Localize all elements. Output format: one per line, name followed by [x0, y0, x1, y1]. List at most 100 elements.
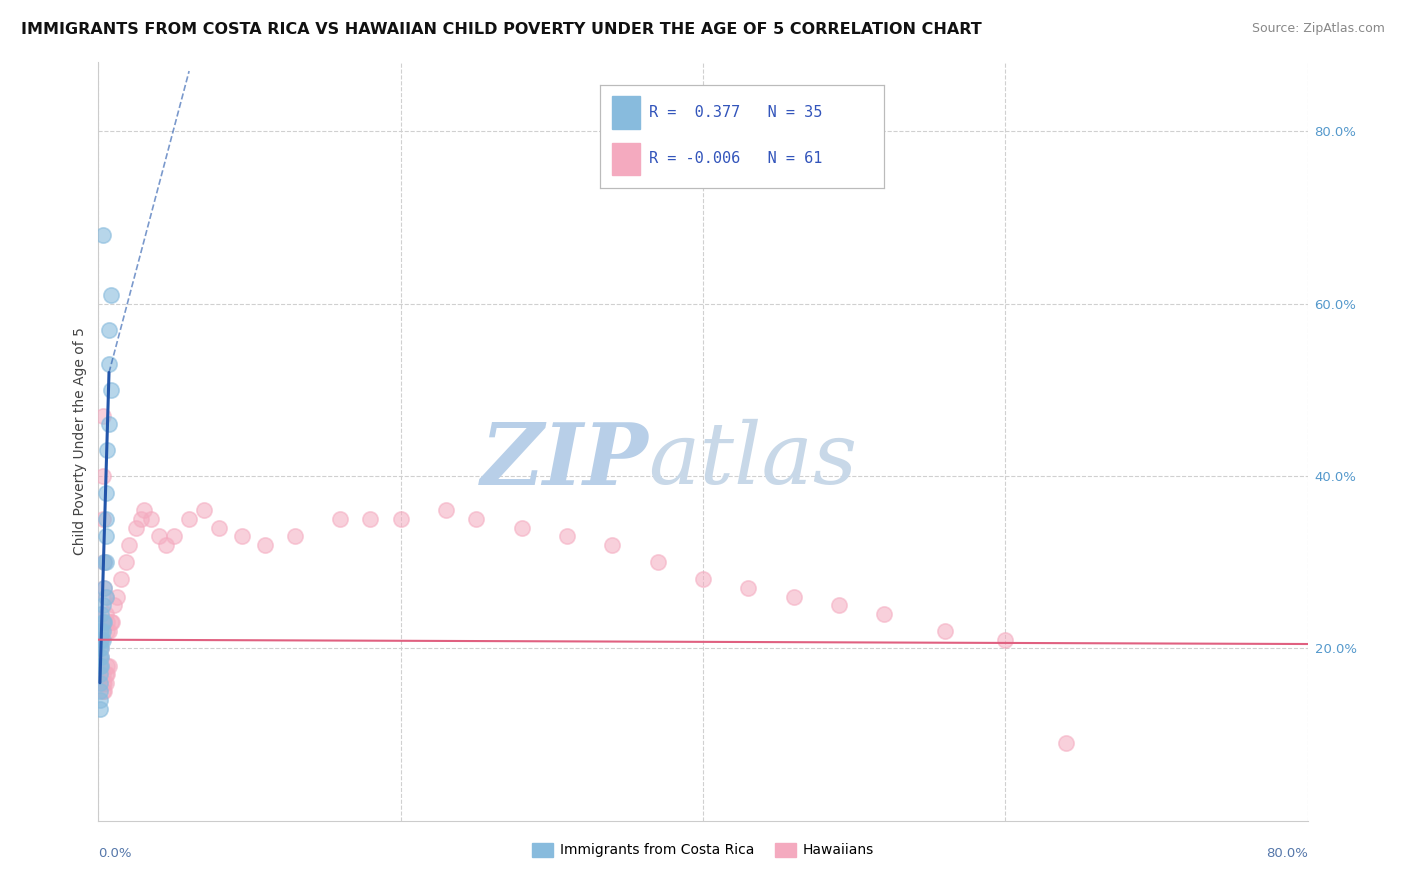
Point [91, 469, 114, 483]
Point [692, 573, 714, 587]
Point [231, 529, 253, 543]
Point [90, 649, 112, 664]
Point [93, 581, 115, 595]
Point [934, 624, 956, 639]
Point [94, 590, 117, 604]
Point [89, 701, 111, 715]
Point [94, 512, 117, 526]
Point [873, 607, 896, 621]
Point [96, 658, 118, 673]
Point [94, 555, 117, 569]
Point [89, 693, 111, 707]
Point [434, 503, 457, 517]
Point [94, 590, 117, 604]
Point [90, 624, 112, 639]
Point [94, 667, 117, 681]
Point [89, 624, 111, 639]
Point [101, 615, 124, 630]
Point [94, 529, 117, 543]
Point [105, 590, 128, 604]
Point [389, 512, 412, 526]
Point [90, 632, 112, 647]
Point [91, 684, 114, 698]
Point [179, 512, 201, 526]
Point [90, 641, 112, 656]
Legend: Immigrants from Costa Rica, Hawaiians: Immigrants from Costa Rica, Hawaiians [526, 837, 880, 863]
Point [89, 641, 111, 656]
Point [96, 443, 118, 458]
Point [89, 675, 111, 690]
Point [98, 357, 121, 371]
Point [647, 555, 669, 569]
Point [555, 529, 578, 543]
Text: atlas: atlas [648, 419, 858, 502]
Point [94, 486, 117, 500]
Point [90, 607, 112, 621]
Point [155, 538, 177, 552]
Point [132, 503, 155, 517]
Text: 80.0%: 80.0% [1265, 847, 1308, 860]
Y-axis label: Child Poverty Under the Age of 5: Child Poverty Under the Age of 5 [73, 327, 87, 556]
Point [93, 581, 115, 595]
Point [828, 599, 851, 613]
Point [163, 529, 186, 543]
Point [91, 632, 114, 647]
Point [89, 632, 111, 647]
Point [91, 409, 114, 423]
Point [90, 649, 112, 664]
Point [125, 521, 148, 535]
Point [89, 649, 111, 664]
Point [94, 607, 117, 621]
Point [90, 641, 112, 656]
Point [94, 675, 117, 690]
Point [89, 658, 111, 673]
Point [284, 529, 307, 543]
Point [98, 322, 121, 336]
Point [93, 684, 115, 698]
Point [89, 667, 111, 681]
Point [98, 417, 121, 432]
Point [329, 512, 352, 526]
Point [96, 667, 118, 681]
Point [1054, 736, 1077, 750]
Text: IMMIGRANTS FROM COSTA RICA VS HAWAIIAN CHILD POVERTY UNDER THE AGE OF 5 CORRELAT: IMMIGRANTS FROM COSTA RICA VS HAWAIIAN C… [21, 22, 981, 37]
Point [91, 675, 114, 690]
Point [93, 615, 115, 630]
Point [90, 632, 112, 647]
Point [783, 590, 806, 604]
Point [91, 599, 114, 613]
Text: ZIP: ZIP [481, 418, 648, 502]
Point [91, 227, 114, 242]
Point [465, 512, 488, 526]
Point [96, 615, 118, 630]
Point [100, 615, 122, 630]
Point [253, 538, 276, 552]
Point [93, 675, 115, 690]
Text: 0.0%: 0.0% [98, 847, 132, 860]
Point [93, 555, 115, 569]
Point [148, 529, 170, 543]
Point [90, 658, 112, 673]
Point [737, 581, 759, 595]
Point [110, 573, 132, 587]
Point [114, 555, 136, 569]
Point [93, 555, 115, 569]
Point [510, 521, 533, 535]
Point [91, 624, 114, 639]
Text: Source: ZipAtlas.com: Source: ZipAtlas.com [1251, 22, 1385, 36]
Point [193, 503, 215, 517]
Point [994, 632, 1017, 647]
Point [91, 667, 114, 681]
Point [91, 615, 114, 630]
Point [100, 288, 122, 302]
Point [129, 512, 152, 526]
Point [103, 599, 125, 613]
Point [90, 658, 112, 673]
Point [208, 521, 231, 535]
Point [141, 512, 163, 526]
Point [96, 624, 118, 639]
Point [89, 684, 111, 698]
Point [98, 624, 121, 639]
Point [118, 538, 141, 552]
Point [100, 383, 122, 397]
